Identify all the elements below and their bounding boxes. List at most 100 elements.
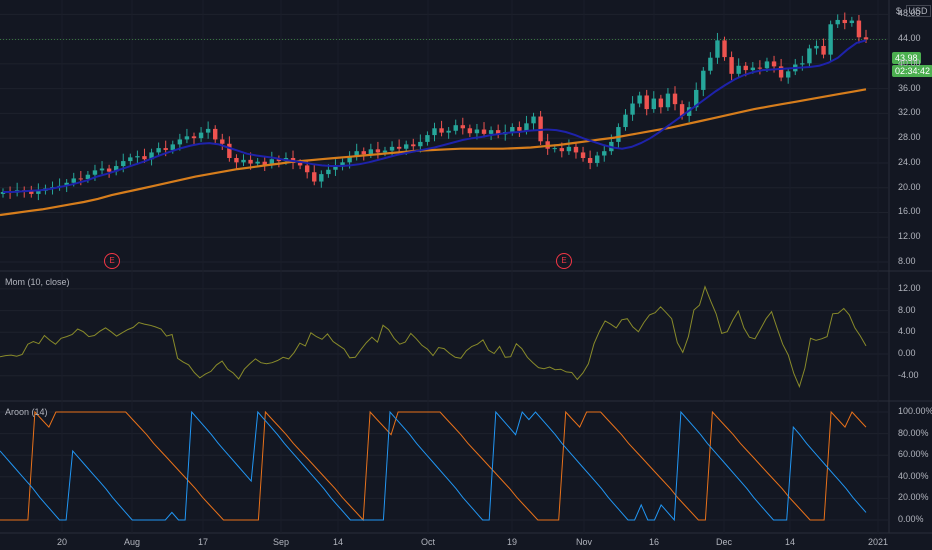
candle-body bbox=[255, 161, 260, 164]
candle-body bbox=[404, 144, 409, 149]
currency-code: USD bbox=[905, 5, 931, 17]
earnings-marker-2[interactable]: E bbox=[556, 253, 572, 269]
candle-body bbox=[552, 148, 557, 150]
candle-body bbox=[269, 159, 275, 165]
x-tick-label: 16 bbox=[648, 537, 660, 547]
candle-body bbox=[481, 129, 487, 134]
mom-pane-title: Mom (10, close) bbox=[5, 277, 70, 287]
candle-body bbox=[771, 61, 777, 67]
candle-body bbox=[396, 146, 402, 149]
candle-body bbox=[304, 165, 310, 173]
ma-slow-line bbox=[0, 88, 867, 217]
candle-body bbox=[708, 57, 713, 71]
currency-prefix: $ bbox=[896, 6, 902, 16]
x-tick-label: 14 bbox=[784, 537, 796, 547]
candle-body bbox=[29, 191, 34, 194]
y-tick-label: 80.00% bbox=[898, 427, 929, 438]
candle-body bbox=[191, 136, 197, 139]
candle-body bbox=[425, 135, 430, 142]
candle-body bbox=[474, 129, 480, 134]
candle-body bbox=[418, 141, 423, 147]
candle-body bbox=[163, 148, 168, 150]
candle-body bbox=[156, 148, 161, 153]
candle-body bbox=[340, 162, 345, 167]
candle-body bbox=[559, 148, 565, 152]
earnings-marker-1[interactable]: E bbox=[104, 253, 120, 269]
grid-lines bbox=[0, 0, 932, 534]
x-tick-label: 20 bbox=[56, 537, 68, 547]
candle-body bbox=[460, 125, 465, 129]
y-tick-label: 24.00 bbox=[898, 156, 921, 167]
aroon-up-line bbox=[0, 410, 867, 522]
candle-body bbox=[432, 128, 437, 136]
candle-body bbox=[658, 98, 664, 108]
candle-body bbox=[241, 159, 246, 163]
candles-layer bbox=[0, 12, 869, 201]
x-tick-label: 14 bbox=[332, 537, 344, 547]
candle-body bbox=[849, 20, 855, 24]
candle-body bbox=[36, 190, 41, 194]
candle-body bbox=[319, 174, 324, 182]
candle-body bbox=[694, 89, 699, 108]
x-tick-label: Aug bbox=[123, 537, 141, 547]
candle-body bbox=[623, 114, 628, 128]
candle-body bbox=[538, 116, 543, 142]
candle-body bbox=[85, 174, 91, 180]
currency-label[interactable]: $ USD bbox=[896, 5, 931, 17]
candle-body bbox=[368, 149, 374, 155]
candle-body bbox=[736, 65, 741, 74]
candle-body bbox=[488, 130, 494, 134]
x-tick-label: Oct bbox=[420, 537, 436, 547]
x-tick-label: 2021 bbox=[867, 537, 889, 547]
candle-body bbox=[312, 172, 317, 182]
y-tick-label: 0.00 bbox=[898, 348, 916, 358]
y-tick-label: 12.00 bbox=[898, 282, 921, 293]
candle-body bbox=[453, 125, 458, 131]
candle-body bbox=[234, 158, 239, 163]
y-tick-label: 44.00 bbox=[898, 33, 921, 44]
aroon-down-line bbox=[0, 410, 867, 522]
candle-body bbox=[828, 24, 833, 55]
candle-body bbox=[106, 168, 112, 172]
countdown-tag: 02:34:42 bbox=[892, 65, 932, 77]
candle-body bbox=[439, 128, 444, 133]
candle-body bbox=[71, 178, 76, 183]
candle-body bbox=[842, 19, 847, 24]
candle-body bbox=[333, 166, 338, 170]
y-tick-label: 36.00 bbox=[898, 82, 921, 93]
candle-body bbox=[679, 104, 685, 116]
candle-body bbox=[594, 155, 600, 163]
candle-body bbox=[616, 127, 621, 142]
candle-body bbox=[602, 151, 607, 156]
candle-body bbox=[778, 66, 784, 78]
candle-body bbox=[807, 48, 812, 64]
candle-body bbox=[587, 158, 593, 163]
candle-body bbox=[382, 150, 388, 153]
candle-body bbox=[205, 128, 211, 133]
ma-fast-line bbox=[3, 39, 867, 193]
candle-body bbox=[750, 67, 756, 71]
candle-body bbox=[361, 151, 366, 155]
candle-body bbox=[128, 157, 133, 162]
candle-body bbox=[651, 98, 656, 110]
x-tick-label: Sep bbox=[272, 537, 290, 547]
candle-body bbox=[467, 128, 473, 134]
candle-body bbox=[213, 128, 218, 140]
x-tick-label: Nov bbox=[575, 537, 593, 547]
candle-body bbox=[531, 116, 536, 124]
candle-body bbox=[64, 182, 69, 186]
y-tick-label: 0.00% bbox=[898, 514, 924, 524]
candle-body bbox=[297, 162, 303, 166]
candle-body bbox=[375, 149, 381, 153]
candle-body bbox=[276, 159, 282, 162]
y-tick-label: 100.00% bbox=[898, 406, 932, 416]
y-tick-label: 40.00% bbox=[898, 470, 929, 481]
y-tick-label: 8.00 bbox=[898, 304, 916, 315]
candle-body bbox=[757, 67, 763, 69]
y-tick-label: 16.00 bbox=[898, 206, 921, 217]
candle-body bbox=[99, 168, 105, 171]
candle-body bbox=[411, 144, 416, 147]
aroon-pane-title: Aroon (14) bbox=[5, 407, 48, 417]
candle-body bbox=[389, 146, 395, 151]
